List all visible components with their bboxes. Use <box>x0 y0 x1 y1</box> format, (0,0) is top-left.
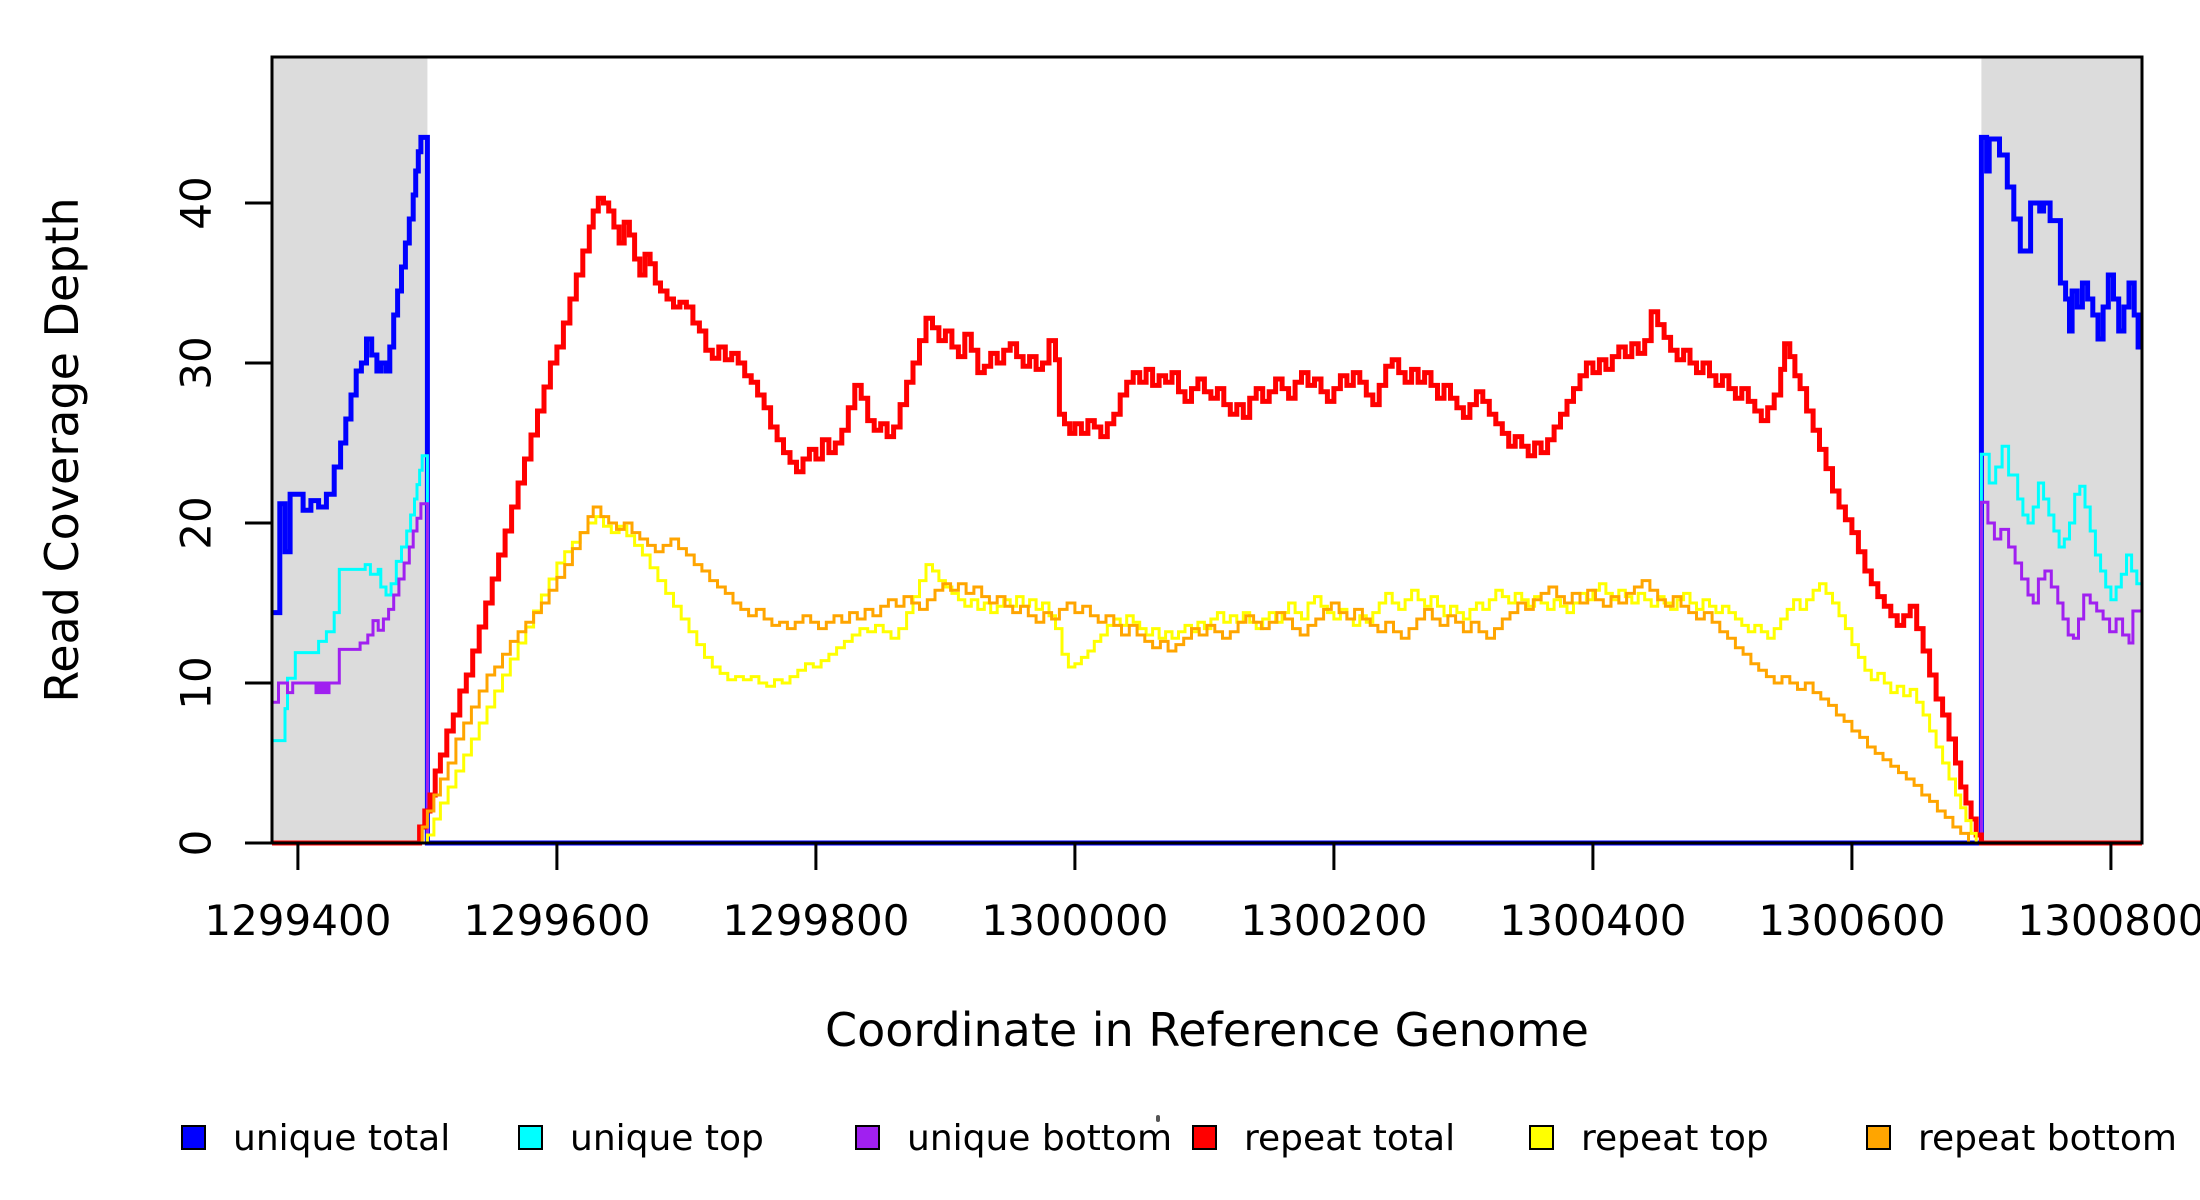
y-tick-label: 40 <box>172 176 221 229</box>
legend-item-unique-total: unique total <box>181 1118 450 1159</box>
legend-item-repeat-total: repeat total <box>1192 1118 1455 1159</box>
legend-label: unique top <box>570 1118 764 1159</box>
series-repeat-bottom <box>272 505 2142 845</box>
x-tick-label: 1299600 <box>463 896 650 945</box>
legend-label: unique total <box>233 1118 451 1159</box>
legend-swatch-icon <box>1529 1124 1554 1150</box>
legend-item-repeat-top: repeat top <box>1529 1118 1769 1159</box>
x-tick-label: 1300600 <box>1758 896 1945 945</box>
y-tick-label: 10 <box>172 656 221 709</box>
legend-swatch-icon <box>518 1124 543 1150</box>
legend: unique total unique top unique bottom repea… <box>0 0 2200 1159</box>
axis-tick-labels: 1299400 1299600 1299800 1300000 1300200 13004… <box>172 176 2200 945</box>
legend-label: unique bottom <box>907 1118 1173 1159</box>
stray-mark <box>1156 1115 1160 1122</box>
legend-swatch-icon <box>855 1124 880 1150</box>
plot-border <box>270 55 2144 845</box>
x-tick-label: 1300800 <box>2017 896 2200 945</box>
series-lines <box>272 134 2144 846</box>
legend-swatch-icon <box>1866 1124 1891 1150</box>
legend-swatch-icon <box>1192 1124 1217 1150</box>
legend-item-unique-top: unique top <box>518 1118 764 1159</box>
legend-item-unique-bottom: unique bottom <box>855 1118 1172 1159</box>
series-repeat-total <box>272 195 2142 846</box>
legend-label: repeat bottom <box>1918 1118 2177 1159</box>
y-axis-title: Read Coverage Depth <box>35 197 89 702</box>
series-repeat-top <box>272 515 2142 845</box>
y-tick-label: 0 <box>172 830 221 857</box>
y-tick-label: 20 <box>172 496 221 549</box>
legend-swatch-icon <box>181 1124 206 1150</box>
y-tick-label: 30 <box>172 336 221 389</box>
x-tick-label: 1300000 <box>981 896 1168 945</box>
shaded-region <box>272 57 428 843</box>
series-unique-top <box>272 444 2144 845</box>
x-tick-label: 1300200 <box>1240 896 1427 945</box>
legend-item-repeat-bottom: repeat bottom <box>1866 1118 2177 1159</box>
axis-ticks <box>245 201 2113 870</box>
x-tick-label: 1299800 <box>722 896 909 945</box>
x-tick-label: 1300400 <box>1499 896 1686 945</box>
legend-label: repeat total <box>1244 1118 1456 1159</box>
x-axis-title: Coordinate in Reference Genome <box>825 1003 1589 1057</box>
shaded-regions <box>272 57 2142 843</box>
x-tick-label: 1299400 <box>204 896 391 945</box>
legend-label: repeat top <box>1581 1118 1769 1159</box>
